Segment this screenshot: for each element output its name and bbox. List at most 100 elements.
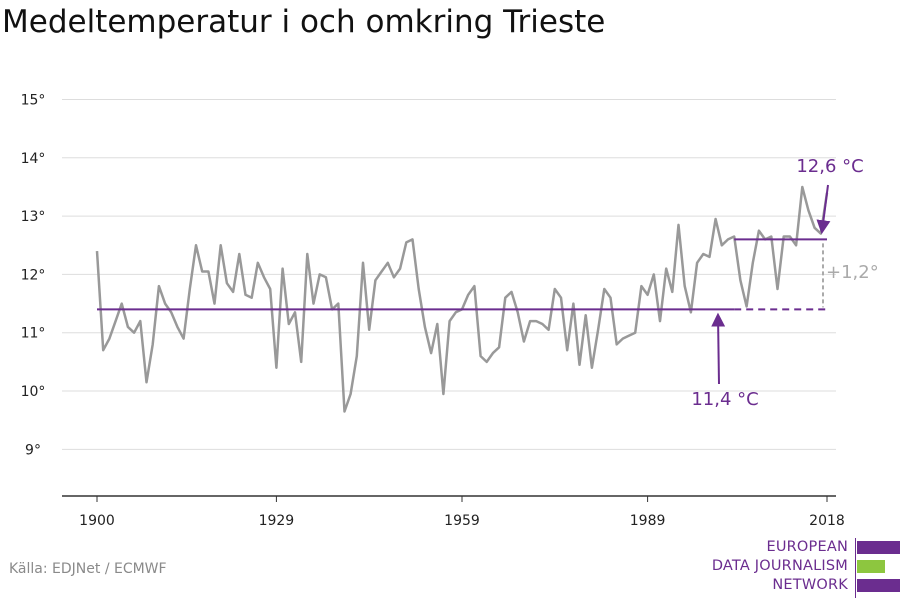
difference-label: +1,2°	[826, 262, 879, 283]
point-2003	[732, 234, 737, 239]
point-2005	[744, 304, 749, 309]
point-2016	[812, 225, 817, 230]
y-tick-label-9: 9°	[25, 442, 41, 458]
y-tick-label-11: 11°	[21, 326, 46, 342]
point-1939	[336, 301, 341, 306]
point-1901	[101, 348, 106, 353]
point-2007	[756, 228, 761, 233]
point-1962	[478, 354, 483, 359]
point-2017	[818, 231, 823, 236]
point-2015	[806, 208, 811, 213]
point-1966	[503, 295, 508, 300]
point-1908	[144, 380, 149, 385]
point-1980	[589, 365, 594, 370]
point-1981	[596, 327, 601, 332]
point-2014	[800, 184, 805, 189]
reference-layer	[97, 184, 831, 385]
point-1993	[670, 289, 675, 294]
point-1911	[163, 301, 168, 306]
point-2013	[794, 243, 799, 248]
point-1937	[323, 275, 328, 280]
y-axis: 9° 10° 11° 12° 13° 14° 15°	[21, 92, 46, 458]
point-1957	[447, 319, 452, 324]
point-1905	[125, 324, 130, 329]
point-1934	[305, 252, 310, 257]
point-1965	[497, 345, 502, 350]
source-note: Källa: EDJNet / ECMWF	[9, 561, 167, 577]
point-1920	[218, 243, 223, 248]
point-1936	[317, 272, 322, 277]
point-1976	[565, 348, 570, 353]
point-1940	[342, 409, 347, 414]
point-1922	[231, 289, 236, 294]
point-1916	[193, 243, 198, 248]
y-tick-label-12: 12°	[21, 267, 46, 283]
recent-arrow	[816, 184, 831, 235]
point-2002	[726, 237, 731, 242]
point-1989	[645, 292, 650, 297]
point-1958	[453, 310, 458, 315]
x-tick-label-2018: 2018	[809, 513, 845, 529]
x-tick-label-1929: 1929	[259, 513, 295, 529]
point-1960	[466, 292, 471, 297]
point-2010	[775, 287, 780, 292]
point-1900	[95, 249, 100, 254]
point-1932	[292, 310, 297, 315]
point-1988	[639, 284, 644, 289]
logo-line-1: EUROPEAN	[766, 539, 848, 555]
point-1956	[441, 391, 446, 396]
point-1999	[707, 254, 712, 259]
chart-title: Medeltemperatur i och omkring Trieste	[2, 4, 606, 40]
point-1924	[243, 292, 248, 297]
point-1931	[286, 321, 291, 326]
point-1968	[515, 310, 520, 315]
point-1914	[181, 336, 186, 341]
y-tick-label-14: 14°	[21, 151, 46, 167]
baseline-arrow	[711, 312, 726, 385]
point-1904	[119, 301, 124, 306]
logo-bar-purple-bottom	[857, 579, 900, 592]
point-2006	[750, 260, 755, 265]
point-2001	[719, 243, 724, 248]
point-1995	[682, 284, 687, 289]
point-1919	[212, 301, 217, 306]
point-1953	[422, 324, 427, 329]
y-tick-label-10: 10°	[21, 384, 46, 400]
x-tick-label-1989: 1989	[630, 513, 666, 529]
point-1915	[187, 287, 192, 292]
point-1902	[107, 336, 112, 341]
point-1992	[664, 266, 669, 271]
point-1943	[361, 260, 366, 265]
logo-rule	[855, 538, 856, 598]
point-1913	[175, 324, 180, 329]
point-1987	[633, 330, 638, 335]
edjnet-logo: EUROPEAN DATA JOURNALISM NETWORK	[700, 538, 900, 598]
point-1910	[156, 284, 161, 289]
point-1972	[540, 321, 545, 326]
recent-label: 12,6 °C	[796, 156, 863, 177]
logo-bar-purple-top	[857, 541, 900, 554]
logo-line-2: DATA JOURNALISM	[711, 558, 848, 574]
point-1912	[169, 310, 174, 315]
point-1969	[521, 339, 526, 344]
point-1961	[472, 284, 477, 289]
y-tick-label-13: 13°	[21, 209, 46, 225]
point-1982	[602, 287, 607, 292]
point-1929	[274, 365, 279, 370]
point-1991	[657, 319, 662, 324]
point-1928	[268, 287, 273, 292]
point-1955	[435, 321, 440, 326]
point-1974	[552, 287, 557, 292]
point-1998	[701, 252, 706, 257]
point-1909	[150, 342, 155, 347]
point-1985	[620, 336, 625, 341]
point-1994	[676, 222, 681, 227]
point-1944	[367, 327, 372, 332]
point-1971	[534, 319, 539, 324]
point-1967	[509, 289, 514, 294]
point-1947	[385, 260, 390, 265]
point-1921	[224, 281, 229, 286]
point-1925	[249, 295, 254, 300]
point-1946	[379, 269, 384, 274]
point-1903	[113, 319, 118, 324]
